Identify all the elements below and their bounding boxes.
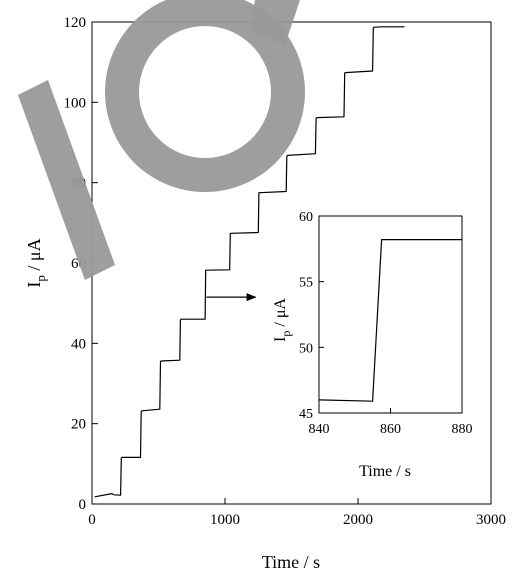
main-x-tick-label: 2000: [343, 512, 373, 528]
main-y-axis-title-main: I: [24, 282, 44, 288]
inset-tick-group: 840 860 880 45 50 55 60: [299, 210, 473, 437]
main-x-tick-label: 1000: [210, 512, 240, 528]
watermark-letter-n: [250, 0, 300, 45]
main-y-axis-title-unit: / μA: [24, 238, 44, 275]
inset-x-axis-title: Time / s: [359, 463, 411, 480]
inset-y-tick-label: 50: [299, 341, 313, 356]
inset-y-axis-title-unit: / μA: [272, 298, 289, 331]
inset-series-line: [318, 239, 462, 402]
inset-plot-frame: [318, 215, 463, 414]
inset-x-tick-label: 860: [380, 422, 401, 437]
inset-y-axis-title-sub: p: [279, 331, 293, 337]
main-x-tick-label: 0: [88, 512, 96, 528]
main-y-axis-title-sub: p: [33, 275, 48, 282]
main-y-tick-label: 40: [71, 336, 86, 352]
watermark-logo: [18, 0, 305, 280]
main-y-tick-label: 20: [71, 417, 86, 433]
inset-y-tick-label: 45: [299, 407, 313, 422]
main-y-tick-label: 0: [79, 497, 87, 513]
main-series-line: [94, 26, 405, 498]
main-x-axis-title: Time / s: [262, 552, 320, 572]
inset-x-tick-label: 880: [452, 422, 473, 437]
main-y-axis-title: Ip / μA: [24, 238, 48, 287]
inset-y-tick-label: 55: [299, 276, 313, 291]
inset-y-tick-label: 60: [299, 210, 313, 225]
inset-series-group: [318, 239, 462, 402]
inset-y-axis-title: Ip / μA: [272, 298, 293, 342]
watermark-letter-i: [18, 80, 115, 280]
inset-y-axis-title-main: I: [272, 337, 289, 342]
main-y-tick-label: 100: [64, 95, 87, 111]
inset-x-tick-label: 840: [309, 422, 330, 437]
watermark-letter-o: [105, 0, 305, 192]
main-y-tick-label: 120: [64, 15, 87, 31]
main-x-tick-label: 3000: [476, 512, 506, 528]
main-series-group: [94, 26, 405, 498]
